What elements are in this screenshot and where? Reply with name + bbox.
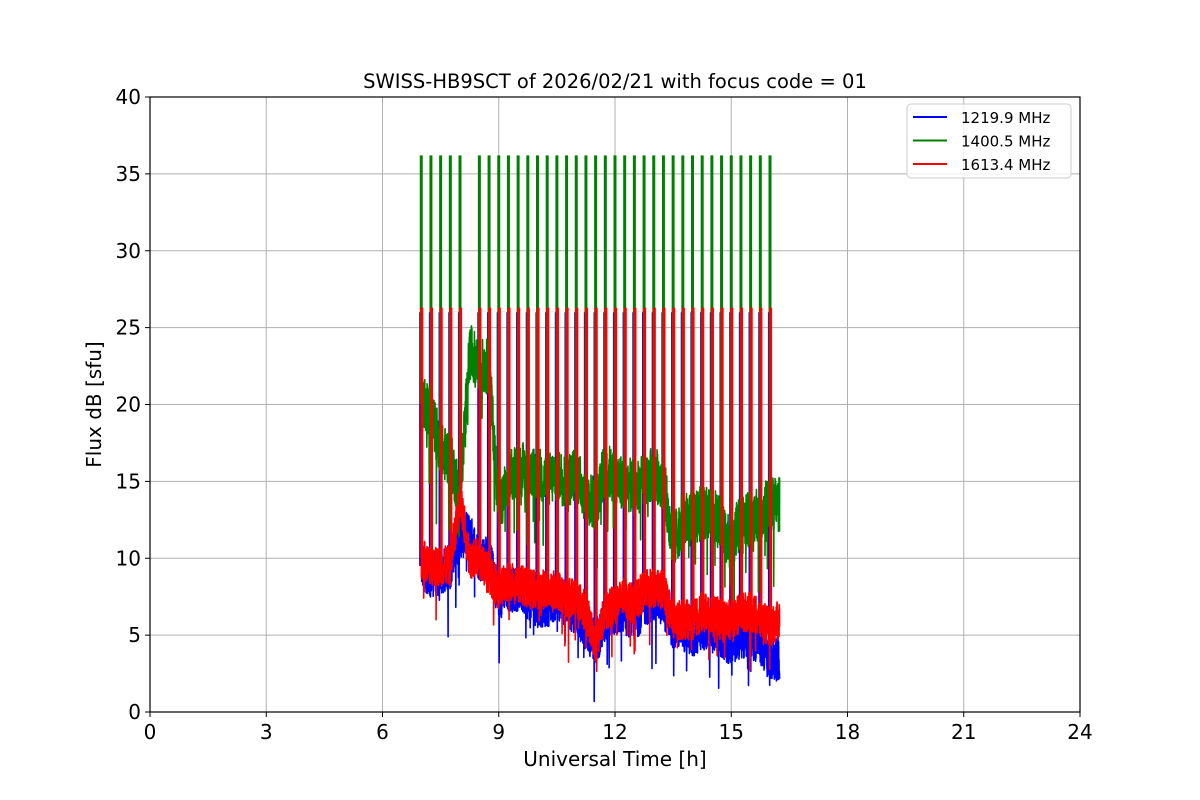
- y-tick-label: 25: [116, 316, 141, 340]
- y-axis-ticks: 0 5 10 15 20 25 30 35 40: [116, 85, 150, 724]
- x-tick-label: 21: [951, 720, 976, 744]
- y-tick-label: 10: [116, 546, 141, 570]
- legend-label-1219: 1219.9 MHz: [961, 109, 1050, 127]
- legend-label-1613: 1613.4 MHz: [961, 156, 1050, 174]
- y-tick-label: 15: [116, 469, 141, 493]
- y-tick-label: 30: [116, 239, 141, 263]
- x-tick-label: 15: [719, 720, 744, 744]
- legend: 1219.9 MHz 1400.5 MHz 1613.4 MHz: [906, 103, 1072, 179]
- series-line-2: [420, 483, 781, 672]
- plot-area: [419, 155, 781, 703]
- x-tick-label: 18: [835, 720, 860, 744]
- y-tick-label: 5: [128, 623, 141, 647]
- x-tick-label: 24: [1067, 720, 1092, 744]
- x-tick-label: 6: [376, 720, 389, 744]
- x-tick-label: 3: [260, 720, 273, 744]
- legend-label-1400: 1400.5 MHz: [961, 133, 1050, 151]
- y-tick-label: 20: [116, 393, 141, 417]
- x-tick-label: 9: [492, 720, 505, 744]
- x-axis-label: Universal Time [h]: [523, 747, 706, 771]
- y-tick-label: 40: [116, 85, 141, 109]
- legend-box: [906, 103, 1072, 179]
- x-axis-ticks: 0 3 6 9 12 15 18 21 24: [144, 712, 1093, 744]
- spike-group-2: [420, 307, 773, 643]
- x-tick-label: 0: [144, 720, 157, 744]
- chart-title: SWISS-HB9SCT of 2026/02/21 with focus co…: [363, 70, 867, 93]
- x-tick-label: 12: [602, 720, 627, 744]
- y-tick-label: 0: [128, 700, 141, 724]
- y-tick-label: 35: [116, 162, 141, 186]
- y-axis-label: Flux dB [sfu]: [82, 341, 106, 467]
